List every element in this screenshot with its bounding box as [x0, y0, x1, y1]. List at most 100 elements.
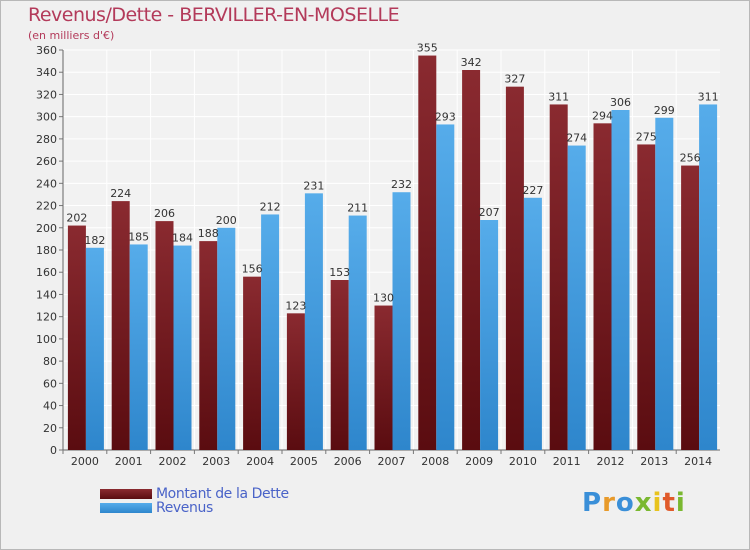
logo-letter: t: [662, 488, 675, 518]
bar-debt-2010: [506, 87, 524, 450]
logo-letter: i: [676, 488, 686, 518]
bar-debt-2004: [243, 277, 261, 450]
bar-debt-2013: [637, 144, 655, 450]
y-tick-label: 120: [36, 311, 57, 324]
y-tick-label: 20: [43, 422, 57, 435]
data-label-debt: 156: [242, 263, 263, 276]
bar-debt-2006: [331, 280, 349, 450]
data-label-revenue: 207: [479, 206, 500, 219]
x-tick-label: 2012: [597, 455, 625, 468]
bar-revenue-2001: [130, 244, 148, 450]
data-label-debt: 130: [373, 292, 394, 305]
bar-revenue-2003: [217, 228, 235, 450]
legend-label-revenue: Revenus: [156, 500, 213, 516]
data-label-revenue: 182: [84, 234, 105, 247]
x-tick-label: 2011: [553, 455, 581, 468]
x-tick-label: 2006: [334, 455, 362, 468]
data-label-debt: 355: [417, 42, 438, 55]
bar-debt-2014: [681, 166, 699, 450]
data-label-debt: 224: [110, 187, 131, 200]
x-tick-label: 2010: [509, 455, 537, 468]
y-tick-label: 360: [36, 44, 57, 57]
bar-revenue-2006: [349, 216, 367, 450]
data-label-debt: 311: [548, 90, 569, 103]
x-tick-label: 2007: [378, 455, 406, 468]
data-label-debt: 327: [504, 73, 525, 86]
bar-revenue-2014: [699, 104, 717, 450]
bar-revenue-2012: [612, 110, 630, 450]
bar-revenue-2008: [436, 124, 454, 450]
legend-swatch-debt: [100, 489, 152, 499]
y-tick-label: 100: [36, 333, 57, 346]
bar-revenue-2000: [86, 248, 104, 450]
bar-debt-2003: [199, 241, 217, 450]
data-label-revenue: 211: [347, 202, 368, 215]
x-tick-label: 2005: [290, 455, 318, 468]
y-tick-label: 340: [36, 66, 57, 79]
bar-debt-2000: [68, 226, 86, 450]
bar-revenue-2013: [655, 118, 673, 450]
y-tick-label: 200: [36, 222, 57, 235]
logo-letter: r: [602, 488, 616, 518]
bar-revenue-2009: [480, 220, 498, 450]
x-tick-label: 2004: [246, 455, 274, 468]
logo-letter: o: [616, 488, 635, 518]
data-label-revenue: 200: [216, 214, 237, 227]
data-label-debt: 202: [66, 212, 87, 225]
y-tick-label: 280: [36, 133, 57, 146]
data-label-revenue: 306: [610, 96, 631, 109]
logo-letter: i: [653, 488, 663, 518]
bar-revenue-2010: [524, 198, 542, 450]
data-label-debt: 294: [592, 109, 613, 122]
y-tick-label: 0: [50, 444, 57, 457]
data-label-debt: 256: [680, 152, 701, 165]
y-tick-label: 80: [43, 355, 57, 368]
bar-debt-2007: [375, 306, 393, 450]
data-label-debt: 275: [636, 130, 657, 143]
x-tick-label: 2008: [421, 455, 449, 468]
bar-revenue-2002: [174, 246, 192, 450]
data-label-revenue: 185: [128, 230, 149, 243]
y-tick-label: 240: [36, 177, 57, 190]
logo-letter: P: [582, 488, 602, 518]
bar-debt-2005: [287, 313, 305, 450]
data-label-debt: 153: [329, 266, 350, 279]
logo-letter: x: [635, 488, 653, 518]
y-tick-label: 180: [36, 244, 57, 257]
bar-debt-2011: [550, 104, 568, 450]
y-tick-label: 300: [36, 111, 57, 124]
bar-revenue-2007: [393, 192, 411, 450]
y-tick-label: 160: [36, 266, 57, 279]
x-tick-label: 2003: [202, 455, 230, 468]
data-label-debt: 188: [198, 227, 219, 240]
y-tick-label: 140: [36, 288, 57, 301]
data-label-revenue: 232: [391, 178, 412, 191]
x-tick-label: 2001: [115, 455, 143, 468]
proxiti-logo: Proxiti: [582, 488, 686, 518]
bar-debt-2001: [112, 201, 130, 450]
data-label-revenue: 184: [172, 232, 193, 245]
bar-revenue-2011: [568, 146, 586, 450]
data-label-debt: 206: [154, 207, 175, 220]
x-tick-label: 2013: [640, 455, 668, 468]
data-label-debt: 123: [285, 299, 306, 312]
bar-debt-2002: [156, 221, 174, 450]
data-label-revenue: 227: [522, 184, 543, 197]
y-tick-label: 60: [43, 377, 57, 390]
bar-revenue-2004: [261, 214, 279, 450]
data-label-revenue: 274: [566, 132, 587, 145]
x-tick-label: 2000: [71, 455, 99, 468]
data-label-revenue: 212: [260, 200, 281, 213]
x-tick-label: 2014: [684, 455, 712, 468]
data-label-revenue: 311: [698, 90, 719, 103]
y-tick-label: 220: [36, 200, 57, 213]
bar-debt-2009: [462, 70, 480, 450]
bar-debt-2012: [594, 123, 612, 450]
data-label-revenue: 293: [435, 110, 456, 123]
bar-revenue-2005: [305, 193, 323, 450]
bar-chart: 0204060801001201401601802002202402602803…: [0, 0, 750, 550]
bar-debt-2008: [418, 56, 436, 450]
x-tick-label: 2009: [465, 455, 493, 468]
y-tick-label: 40: [43, 400, 57, 413]
x-tick-label: 2002: [159, 455, 187, 468]
